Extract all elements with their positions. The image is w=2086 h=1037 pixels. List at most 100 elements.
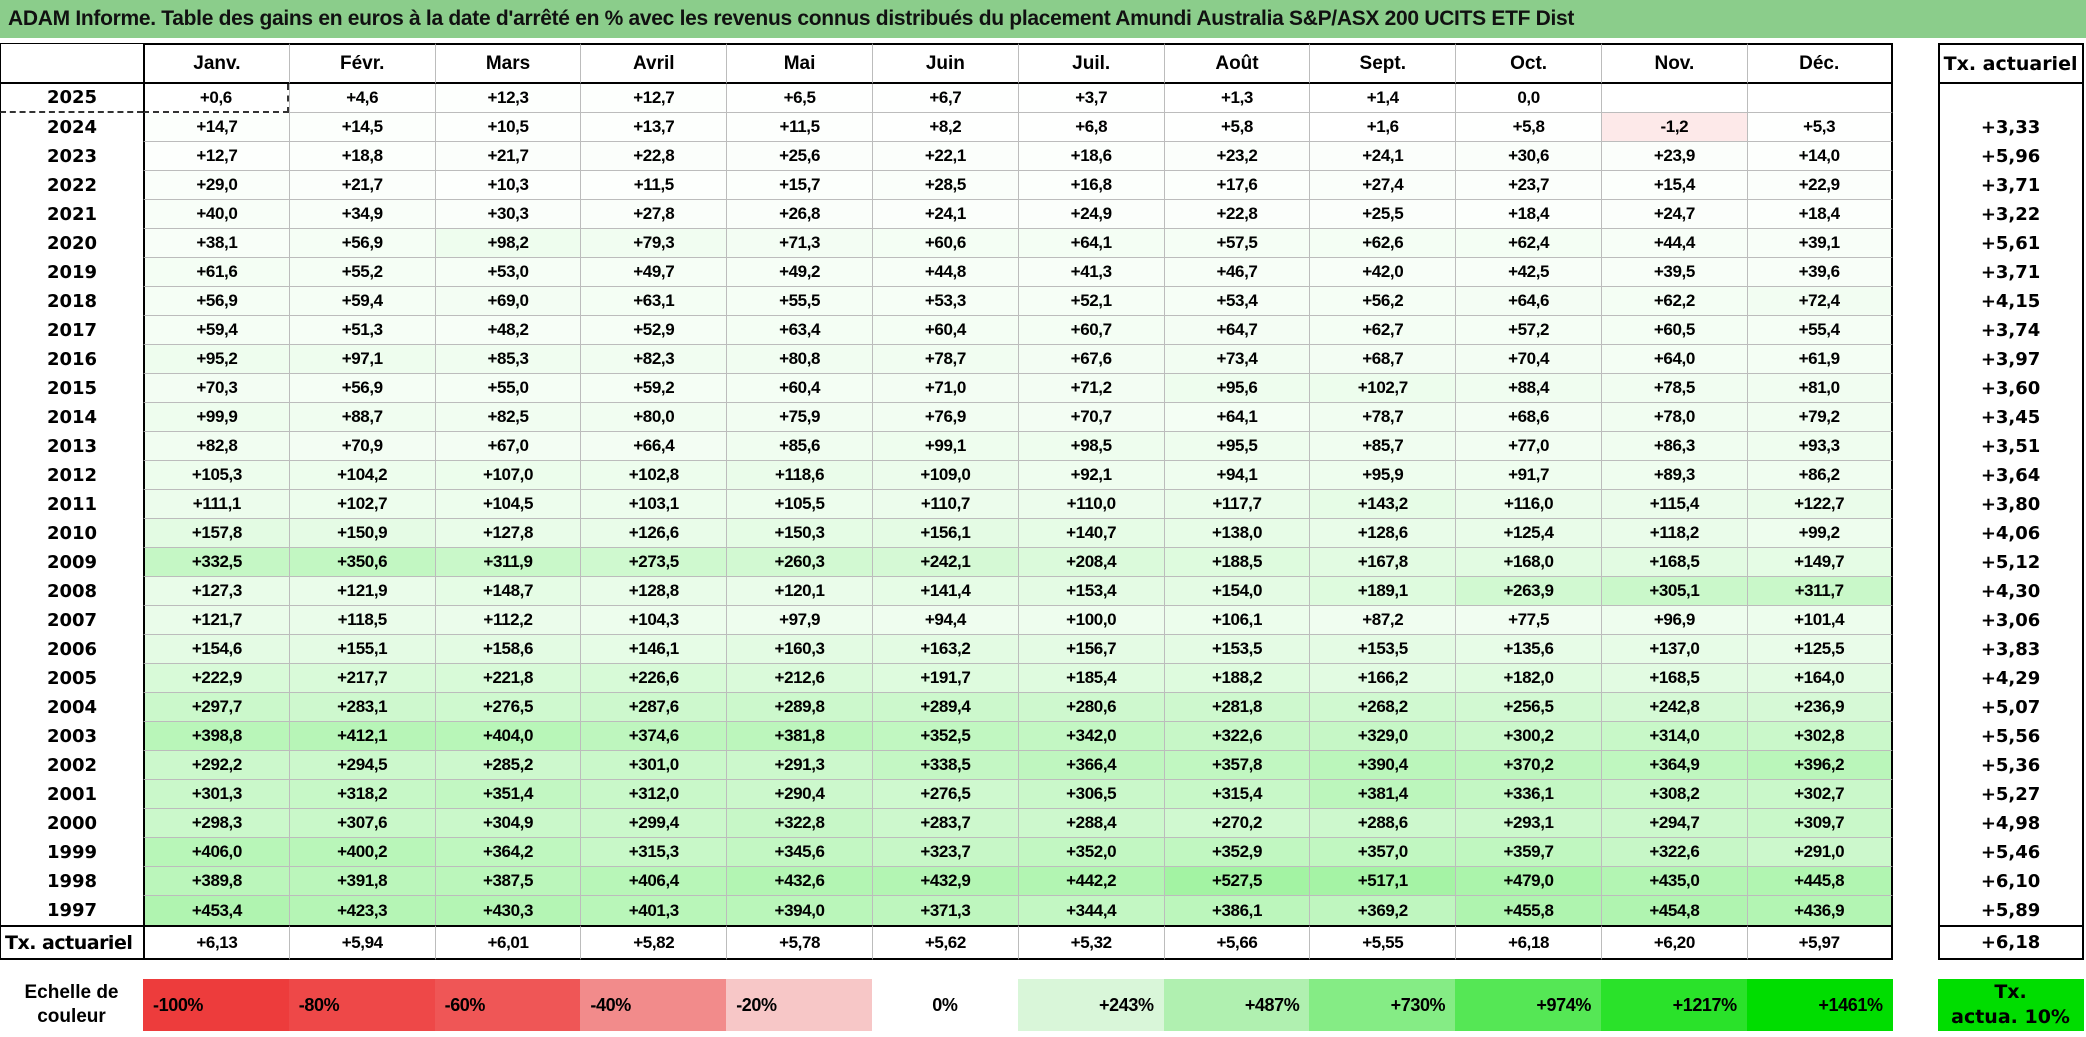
tx-monthly-cell[interactable]: +6,20 <box>1600 925 1747 960</box>
gain-cell[interactable]: +71,0 <box>871 374 1018 403</box>
gain-cell[interactable]: +56,9 <box>288 374 435 403</box>
gain-cell[interactable]: +276,5 <box>434 693 581 722</box>
gain-cell[interactable]: +63,1 <box>580 287 727 316</box>
gain-cell[interactable]: +55,0 <box>434 374 581 403</box>
gain-cell[interactable]: +40,0 <box>143 200 289 229</box>
tx-monthly-cell[interactable]: +5,94 <box>288 925 435 960</box>
gain-cell[interactable]: +217,7 <box>288 664 435 693</box>
gain-cell[interactable]: +453,4 <box>143 896 289 925</box>
legend-swatch[interactable]: +974% <box>1455 979 1601 1031</box>
tx-annual-cell[interactable]: +3,71 <box>1937 258 2084 287</box>
gain-cell[interactable]: +42,0 <box>1309 258 1456 287</box>
gain-cell[interactable]: +125,4 <box>1455 519 1601 548</box>
gain-cell[interactable]: +153,5 <box>1309 635 1456 664</box>
tx-col-header[interactable]: Tx. actuariel <box>1937 43 2084 84</box>
gain-cell[interactable]: +26,8 <box>726 200 872 229</box>
gain-cell[interactable]: +168,5 <box>1600 548 1747 577</box>
gain-cell[interactable]: +322,8 <box>726 809 872 838</box>
gain-cell[interactable]: +291,3 <box>726 751 872 780</box>
year-cell[interactable]: 1999 <box>0 838 143 867</box>
year-cell[interactable]: 2023 <box>0 142 143 171</box>
gain-cell[interactable]: +242,1 <box>871 548 1018 577</box>
gain-cell[interactable]: +85,6 <box>726 432 872 461</box>
gain-cell[interactable]: +71,2 <box>1017 374 1164 403</box>
gain-cell[interactable]: +121,9 <box>288 577 435 606</box>
year-cell[interactable]: 2007 <box>0 606 143 635</box>
gain-cell[interactable]: +287,6 <box>580 693 727 722</box>
gain-cell[interactable]: +140,7 <box>1017 519 1164 548</box>
gain-cell[interactable]: +166,2 <box>1309 664 1456 693</box>
gain-cell[interactable]: +370,2 <box>1455 751 1601 780</box>
gain-cell[interactable]: +366,4 <box>1017 751 1164 780</box>
gain-cell[interactable]: +168,5 <box>1600 664 1747 693</box>
gain-cell[interactable]: +27,8 <box>580 200 727 229</box>
gain-cell[interactable]: +312,0 <box>580 780 727 809</box>
gain-cell[interactable]: +18,4 <box>1455 200 1601 229</box>
gain-cell[interactable]: +391,8 <box>288 867 435 896</box>
gain-cell[interactable]: +1,6 <box>1309 113 1456 142</box>
tx-annual-cell[interactable]: +3,80 <box>1937 490 2084 519</box>
gain-cell[interactable]: +387,5 <box>434 867 581 896</box>
gain-cell[interactable]: +14,7 <box>143 113 289 142</box>
legend-swatch[interactable]: +243% <box>1017 979 1164 1031</box>
gain-cell[interactable]: +406,0 <box>143 838 289 867</box>
year-cell[interactable]: 2006 <box>0 635 143 664</box>
gain-cell[interactable]: +52,1 <box>1017 287 1164 316</box>
gain-cell[interactable]: +323,7 <box>871 838 1018 867</box>
tx-global-cell[interactable]: +6,18 <box>1937 925 2084 960</box>
year-cell[interactable]: 2025 <box>0 84 143 113</box>
gain-cell[interactable]: +164,0 <box>1746 664 1893 693</box>
gain-cell[interactable]: +118,6 <box>726 461 872 490</box>
gain-cell[interactable]: +106,1 <box>1163 606 1310 635</box>
tx-annual-cell[interactable]: +3,60 <box>1937 374 2084 403</box>
gain-cell[interactable]: +138,0 <box>1163 519 1310 548</box>
gain-cell[interactable]: +49,2 <box>726 258 872 287</box>
gain-cell[interactable] <box>1600 84 1747 113</box>
gain-cell[interactable]: +364,9 <box>1600 751 1747 780</box>
gain-cell[interactable]: +288,6 <box>1309 809 1456 838</box>
tx-annual-cell[interactable]: +3,64 <box>1937 461 2084 490</box>
tx-annual-cell[interactable]: +5,07 <box>1937 693 2084 722</box>
gain-cell[interactable]: +48,2 <box>434 316 581 345</box>
gain-cell[interactable]: +68,6 <box>1455 403 1601 432</box>
gain-cell[interactable]: +125,5 <box>1746 635 1893 664</box>
gain-cell[interactable]: +23,2 <box>1163 142 1310 171</box>
gain-cell[interactable]: +29,0 <box>143 171 289 200</box>
gain-cell[interactable]: +306,5 <box>1017 780 1164 809</box>
gain-cell[interactable]: +95,9 <box>1309 461 1456 490</box>
gain-cell[interactable]: +86,3 <box>1600 432 1747 461</box>
year-cell[interactable]: 2011 <box>0 490 143 519</box>
gain-cell[interactable]: +352,5 <box>871 722 1018 751</box>
gain-cell[interactable]: +67,6 <box>1017 345 1164 374</box>
gain-cell[interactable]: +150,9 <box>288 519 435 548</box>
gain-cell[interactable]: +364,2 <box>434 838 581 867</box>
gain-cell[interactable]: +156,7 <box>1017 635 1164 664</box>
gain-cell[interactable]: +110,7 <box>871 490 1018 519</box>
gain-cell[interactable]: +97,1 <box>288 345 435 374</box>
gain-cell[interactable]: +77,5 <box>1455 606 1601 635</box>
gain-cell[interactable]: +60,7 <box>1017 316 1164 345</box>
gain-cell[interactable]: +24,1 <box>871 200 1018 229</box>
gain-cell[interactable]: +153,5 <box>1163 635 1310 664</box>
gain-cell[interactable]: +292,2 <box>143 751 289 780</box>
gain-cell[interactable]: +185,4 <box>1017 664 1164 693</box>
gain-cell[interactable]: +307,6 <box>288 809 435 838</box>
gain-cell[interactable]: +188,5 <box>1163 548 1310 577</box>
month-header-cell[interactable]: Août <box>1163 43 1310 84</box>
gain-cell[interactable]: +1,4 <box>1309 84 1456 113</box>
gain-cell[interactable]: +22,8 <box>1163 200 1310 229</box>
gain-cell[interactable]: +281,8 <box>1163 693 1310 722</box>
gain-cell[interactable]: +80,8 <box>726 345 872 374</box>
gain-cell[interactable]: +104,3 <box>580 606 727 635</box>
gain-cell[interactable]: +17,6 <box>1163 171 1310 200</box>
gain-cell[interactable]: +118,2 <box>1600 519 1747 548</box>
gain-cell[interactable]: +64,1 <box>1163 403 1310 432</box>
gain-cell[interactable]: +70,9 <box>288 432 435 461</box>
gain-cell[interactable]: +89,3 <box>1600 461 1747 490</box>
gain-cell[interactable]: +13,7 <box>580 113 727 142</box>
year-cell[interactable]: 2005 <box>0 664 143 693</box>
gain-cell[interactable]: +80,0 <box>580 403 727 432</box>
gain-cell[interactable]: +12,3 <box>434 84 581 113</box>
gain-cell[interactable]: +338,5 <box>871 751 1018 780</box>
gain-cell[interactable]: +412,1 <box>288 722 435 751</box>
